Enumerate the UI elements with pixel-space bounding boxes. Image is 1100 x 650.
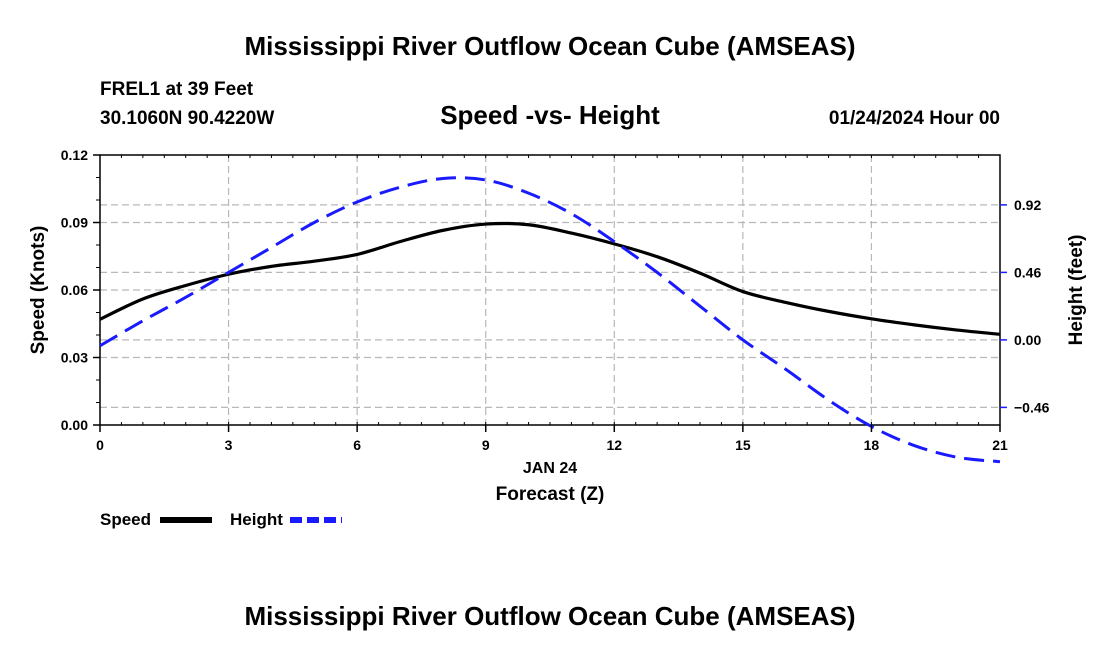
- page-title: Mississippi River Outflow Ocean Cube (AM…: [244, 31, 855, 61]
- legend-label-height: Height: [230, 510, 283, 529]
- y2-axis-ticks: −0.46 0.00 0.46 0.92: [1000, 197, 1050, 415]
- x-date-label: JAN 24: [523, 460, 577, 477]
- x-tick-label: 18: [864, 437, 880, 453]
- y-axis-title: Speed (Knots): [28, 226, 49, 355]
- x-tick-label: 15: [735, 437, 751, 453]
- series-line-speed: [99, 221, 1001, 336]
- legend-label-speed: Speed: [100, 510, 151, 529]
- x-tick-label: 3: [225, 437, 233, 453]
- x-axis-title: Forecast (Z): [496, 484, 605, 505]
- y2-axis-title: Height (feet): [1066, 235, 1087, 346]
- y-tick-label: 0.12: [61, 147, 88, 163]
- x-tick-label: 0: [96, 437, 104, 453]
- y2-tick-label: 0.92: [1014, 197, 1041, 213]
- y-tick-label: 0.03: [61, 350, 88, 366]
- x-tick-label: 12: [606, 437, 622, 453]
- y2-tick-label: 0.46: [1014, 264, 1041, 280]
- y-tick-label: 0.00: [61, 417, 88, 433]
- chart-title: Speed -vs- Height: [440, 100, 660, 130]
- x-tick-label: 6: [353, 437, 361, 453]
- page-title-bottom: Mississippi River Outflow Ocean Cube (AM…: [244, 601, 855, 631]
- series-line-height: [99, 176, 1001, 464]
- legend: Speed Height: [100, 510, 342, 529]
- y-axis-ticks: 0.00 0.03 0.06 0.09 0.12: [61, 147, 100, 433]
- x-tick-label: 9: [482, 437, 490, 453]
- x-axis-ticks: 0 3 6 9 12 15 18 21: [96, 425, 1008, 453]
- y-tick-label: 0.09: [61, 215, 88, 231]
- x-tick-label: 21: [992, 437, 1008, 453]
- station-coords: 30.1060N 90.4220W: [100, 108, 274, 129]
- y2-tick-label: −0.46: [1014, 399, 1050, 415]
- y2-tick-label: 0.00: [1014, 332, 1041, 348]
- series: [99, 176, 1001, 464]
- station-name: FREL1 at 39 Feet: [100, 79, 254, 100]
- forecast-datetime: 01/24/2024 Hour 00: [829, 108, 1000, 129]
- frame-ticks: [99, 155, 1001, 425]
- grid: [100, 155, 1000, 425]
- y-tick-label: 0.06: [61, 282, 88, 298]
